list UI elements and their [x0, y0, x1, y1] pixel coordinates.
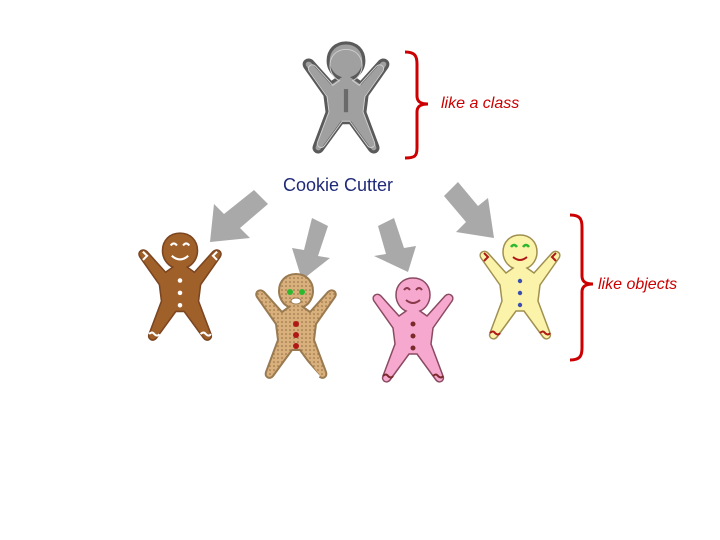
cookie-cutter-icon	[302, 41, 390, 154]
pink-gingerbread-icon	[372, 277, 454, 383]
arrow-icon	[444, 182, 494, 238]
arrow-icon	[210, 190, 268, 242]
tan-gingerbread-icon	[255, 273, 337, 382]
arrow-icon	[374, 218, 416, 272]
brown-gingerbread-icon	[138, 232, 222, 341]
objects-label: like objects	[598, 276, 678, 293]
class-bracket-icon	[404, 50, 429, 160]
arrow-icon	[292, 218, 330, 280]
objects-bracket-icon	[569, 213, 594, 362]
arrows-group	[210, 182, 494, 280]
cookie-cutter-label: Cookie Cutter	[283, 175, 394, 195]
class-label: like a class	[441, 95, 520, 112]
yellow-gingerbread-icon	[479, 234, 561, 340]
